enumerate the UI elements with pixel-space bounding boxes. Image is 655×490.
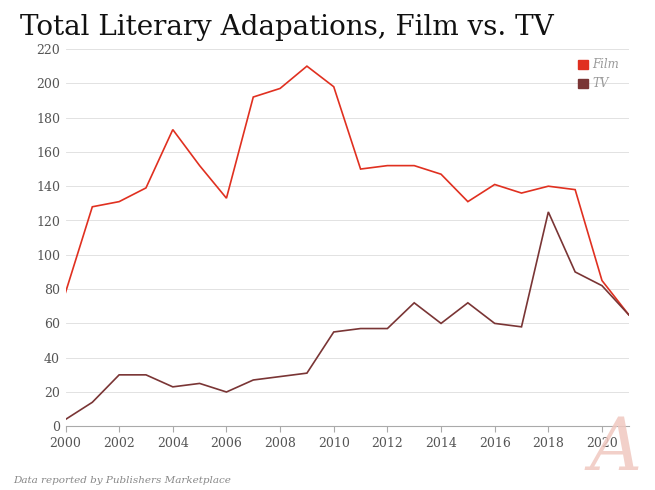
Text: Total Literary Adapations, Film vs. TV: Total Literary Adapations, Film vs. TV bbox=[20, 14, 554, 41]
Text: A: A bbox=[590, 415, 642, 485]
Legend: Film, TV: Film, TV bbox=[575, 55, 623, 94]
Text: Data reported by Publishers Marketplace: Data reported by Publishers Marketplace bbox=[13, 476, 231, 485]
